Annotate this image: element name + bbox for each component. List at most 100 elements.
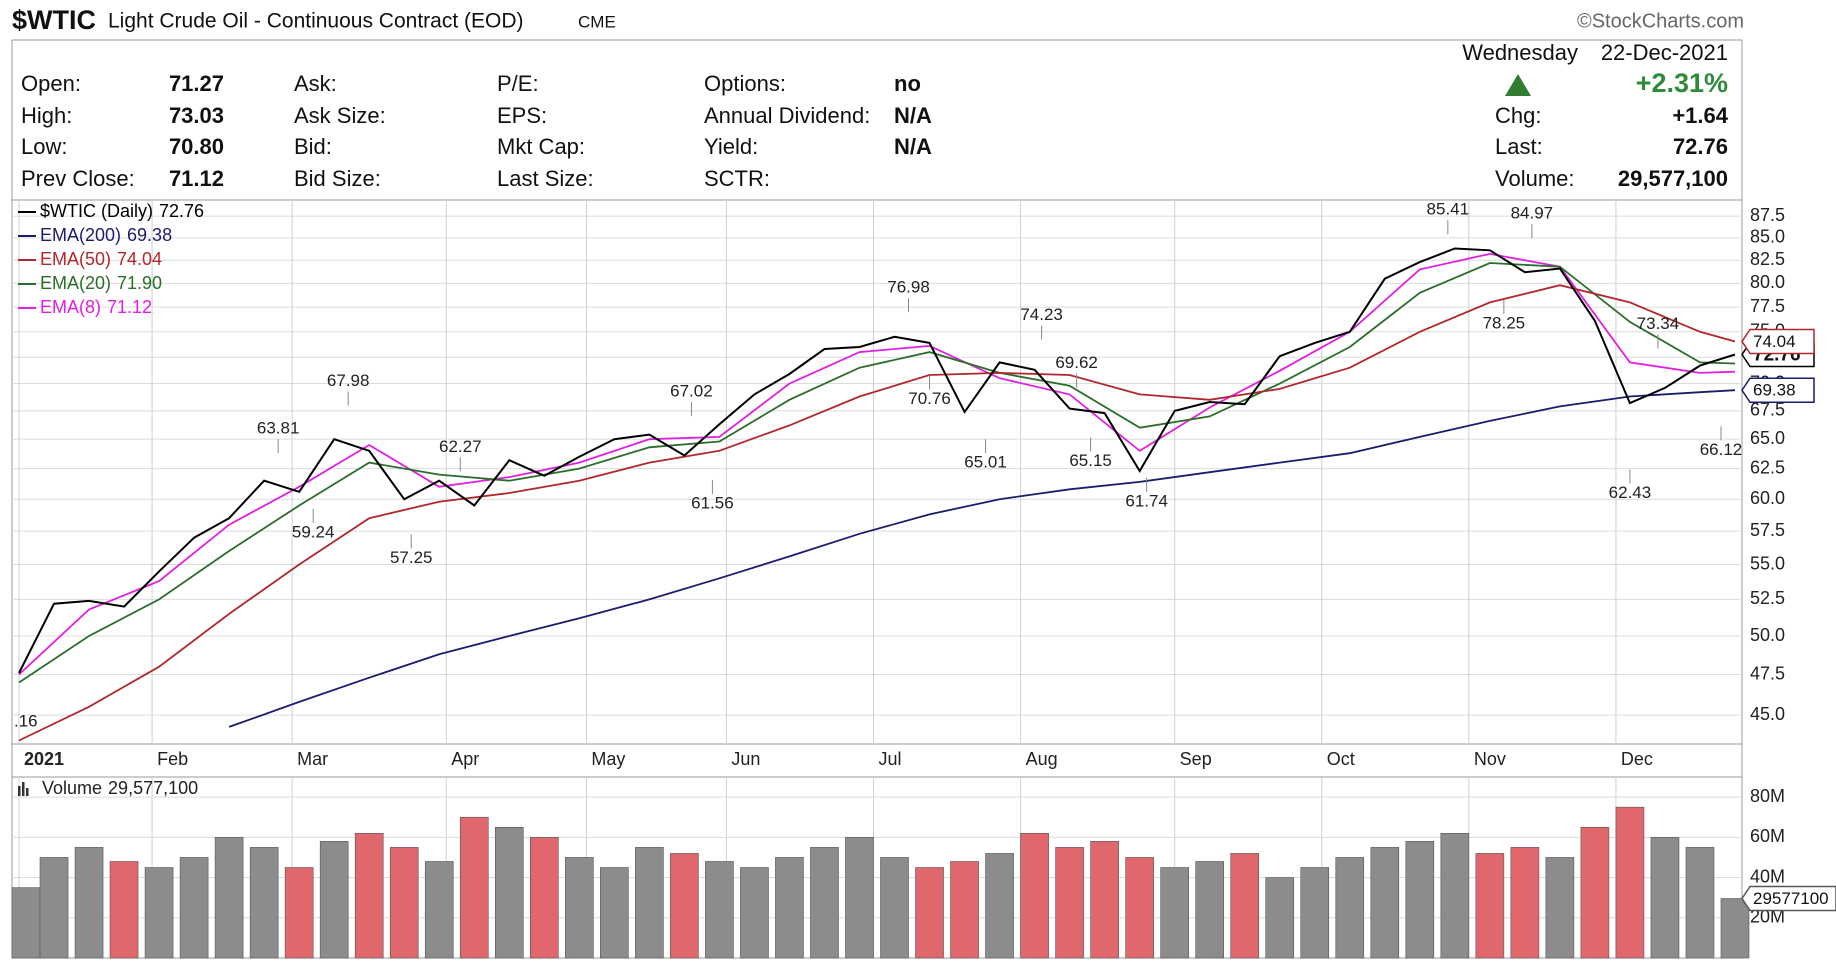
y-tick-label: 60.0	[1750, 488, 1785, 508]
volume-bar	[11, 887, 41, 959]
volume-bar	[1335, 857, 1365, 959]
volume-bar	[1720, 898, 1750, 959]
quote-label: Prev Close:	[21, 166, 135, 191]
volume-bar	[1055, 847, 1084, 959]
y-tick-label: 87.5	[1750, 205, 1785, 225]
y-tick-label: 45.0	[1750, 704, 1785, 724]
legend-entry: 71.90	[117, 273, 162, 293]
volume-bar	[845, 837, 874, 959]
volume-bar	[1020, 833, 1049, 959]
annotation-label: 61.74	[1125, 491, 1168, 510]
volume-bar	[880, 857, 909, 959]
quote-value: 70.80	[169, 134, 224, 159]
symbol: $WTIC	[12, 5, 96, 35]
quote-label: Annual Dividend:	[704, 103, 870, 128]
volume-bar	[109, 861, 139, 959]
legend-entry: 71.12	[107, 297, 152, 317]
volume-bar	[775, 857, 804, 959]
change-percent: +2.31%	[1636, 68, 1728, 98]
annotation-label: 57.25	[390, 548, 433, 567]
legend-entry: 74.04	[117, 249, 162, 269]
x-tick-label: Dec	[1621, 749, 1653, 769]
volume-bar	[494, 826, 524, 959]
volume-icon	[22, 782, 25, 796]
volume-bar	[1685, 847, 1715, 959]
quote-label: Ask Size:	[294, 103, 386, 128]
axis-tag-label: 29577100	[1753, 889, 1829, 908]
marks	[11, 220, 1750, 959]
volume-bar	[1125, 857, 1154, 959]
annotation-label: 61.56	[691, 493, 734, 512]
y-tick-label: 50.0	[1750, 625, 1785, 645]
volume-legend: Volume	[42, 778, 102, 798]
y-tick-label: 52.5	[1750, 588, 1785, 608]
volume-bar	[424, 861, 454, 959]
quote-label: Open:	[21, 71, 81, 96]
x-tick-label: May	[591, 749, 625, 769]
volume-bar	[600, 867, 629, 959]
y-tick-label: 80.0	[1750, 272, 1785, 292]
series-line	[18, 252, 1736, 676]
x-tick-label: Aug	[1026, 749, 1058, 769]
quote-label: Chg:	[1495, 103, 1541, 128]
quote-value: N/A	[894, 103, 932, 128]
quote-label: EPS:	[497, 103, 547, 128]
series-line	[18, 247, 1736, 674]
x-tick-label: Feb	[157, 749, 188, 769]
y-tick-label: 62.5	[1750, 457, 1785, 477]
series-line	[18, 284, 1736, 742]
volume-bar	[1370, 847, 1400, 959]
volume-bar	[459, 816, 489, 959]
legend-entry: $WTIC (Daily)	[40, 201, 153, 221]
x-tick-label: Sep	[1180, 749, 1212, 769]
labels: Open: 71.27 High: 73.03 Low: 70.80 Prev Close:…	[14, 71, 1836, 927]
quote-label: Bid Size:	[294, 166, 381, 191]
y-tick-label: 47.5	[1750, 663, 1785, 683]
axis-tag	[1741, 377, 1815, 403]
axis-tag	[1741, 885, 1836, 912]
y-tick-label: 77.5	[1750, 296, 1785, 316]
volume-bar	[565, 857, 594, 959]
quote-value: 73.03	[169, 103, 224, 128]
annotation-label: 62.43	[1609, 483, 1652, 502]
quote-label: Mkt Cap:	[497, 134, 585, 159]
x-tick-label: Nov	[1474, 749, 1506, 769]
axis-tag-label: 69.38	[1753, 381, 1796, 400]
quote-label: Volume:	[1495, 166, 1575, 191]
quote-value: no	[894, 71, 921, 96]
quote-label: High:	[21, 103, 72, 128]
volume-bar	[179, 857, 209, 959]
axis-tag	[1741, 328, 1815, 355]
volume-bar	[354, 833, 384, 959]
volume-bar	[319, 841, 349, 959]
y-tick-label: 55.0	[1750, 553, 1785, 573]
annotation-label: 67.98	[327, 371, 370, 390]
legend-entry: 72.76	[159, 201, 204, 221]
volume-bar	[705, 861, 734, 959]
volume-bar	[1440, 833, 1470, 959]
volume-bar	[950, 861, 979, 959]
x-tick-label: Oct	[1327, 749, 1355, 769]
legend-entry: EMA(20)	[40, 273, 111, 293]
axis-tag-label: 74.04	[1753, 332, 1796, 351]
volume-bar	[1475, 853, 1505, 959]
instrument-name: Light Crude Oil - Continuous Contract (E…	[108, 10, 524, 33]
volume-legend: 29,577,100	[108, 778, 198, 798]
x-tick-label: Jul	[878, 749, 901, 769]
annotation-label: 69.62	[1055, 353, 1098, 372]
volume-bar	[1300, 867, 1330, 959]
quote-label: Bid:	[294, 134, 332, 159]
annotation-label: 73.34	[1637, 314, 1680, 333]
volume-bar	[635, 847, 664, 959]
volume-bar	[249, 847, 279, 959]
volume-bar	[985, 853, 1014, 959]
volume-bar	[74, 847, 104, 959]
volume-bar	[144, 867, 174, 959]
x-tick-label: 2021	[24, 749, 64, 769]
annotation-label: 59.24	[292, 522, 335, 541]
annotation-label: 78.25	[1483, 313, 1526, 332]
quote-value: 29,577,100	[1618, 166, 1728, 191]
volume-bar	[1510, 847, 1540, 959]
volume-bar	[389, 847, 419, 959]
volume-bar	[1405, 841, 1435, 959]
